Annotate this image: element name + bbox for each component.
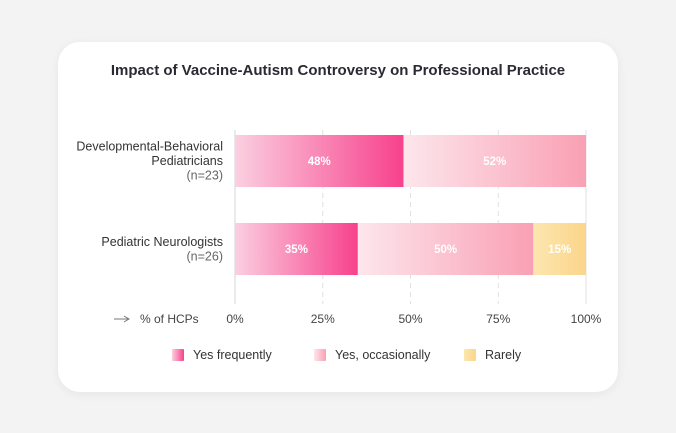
data-label-yes-occasionally-2: 50% <box>434 244 457 256</box>
legend-swatch-yes-occasionally <box>314 349 326 361</box>
bar-chart: 0% 25% 50% 75% 100% % of HCPs 48% 52% Developmen… <box>76 130 602 326</box>
x-tick-label-0: 0% <box>226 312 244 326</box>
data-label-yes-frequently-1: 48% <box>308 156 331 168</box>
x-tick-label-100: 100% <box>571 312 602 326</box>
bar-yes-frequently-2 <box>235 223 358 275</box>
bar-yes-occasionally-2 <box>357 223 534 275</box>
legend-swatch-yes-frequently <box>172 349 184 361</box>
legend-label-yes-frequently: Yes frequently <box>193 348 272 362</box>
legend-label-rarely: Rarely <box>485 348 522 362</box>
data-label-yes-frequently-2: 35% <box>285 244 308 256</box>
category-label-2-line-1: Pediatric Neurologists <box>101 235 223 249</box>
data-label-yes-occasionally-1: 52% <box>483 156 506 168</box>
category-label-1-line-2: Pediatricians <box>151 154 223 168</box>
category-label-1-line-1: Developmental-Behavioral <box>76 140 223 154</box>
x-tick-label-25: 25% <box>311 312 335 326</box>
legend-item-yes-frequently: Yes frequently <box>172 348 272 362</box>
bar-yes-frequently-1 <box>235 135 404 187</box>
category-n-label-2: (n=26) <box>187 249 223 263</box>
legend-label-yes-occasionally: Yes, occasionally <box>335 348 431 362</box>
legend-item-yes-occasionally: Yes, occasionally <box>314 348 430 362</box>
legend: Yes frequently Yes, occasionally Rarely <box>58 348 618 368</box>
x-tick-label-50: 50% <box>398 312 422 326</box>
category-n-label-1: (n=23) <box>187 169 223 183</box>
data-label-rarely-2: 15% <box>548 244 571 256</box>
x-tick-label-75: 75% <box>486 312 510 326</box>
bar-rarely-2 <box>533 223 586 275</box>
x-axis-arrow-icon <box>123 315 130 323</box>
chart-title: Impact of Vaccine-Autism Controversy on … <box>110 62 566 79</box>
legend-swatch-rarely <box>464 349 476 361</box>
chart-card: Impact of Vaccine-Autism Controversy on … <box>58 42 618 392</box>
bar-yes-occasionally-1 <box>403 135 586 187</box>
x-axis-label: % of HCPs <box>140 312 199 326</box>
legend-item-rarely: Rarely <box>464 348 521 362</box>
